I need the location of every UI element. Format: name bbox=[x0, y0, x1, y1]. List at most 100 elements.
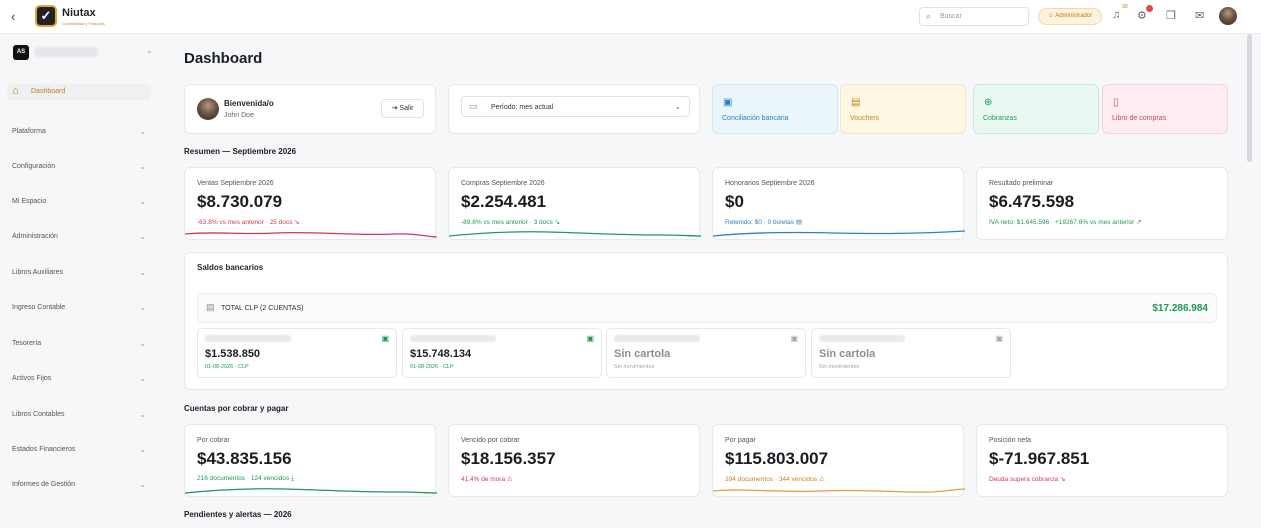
sidebar-item[interactable]: Administración ⌄ bbox=[12, 232, 148, 245]
period-label: Período: mes actual bbox=[491, 104, 554, 111]
bank-account-card[interactable]: ▣ Sin cartola Sin movimientos bbox=[606, 328, 806, 378]
kpi-card[interactable]: Resultado preliminar $6.475.598 IVA neto: … bbox=[976, 167, 1228, 240]
scrollbar[interactable] bbox=[1247, 34, 1252, 162]
sidebar-item-label: Estados Financieros bbox=[12, 446, 76, 453]
sparkline bbox=[449, 231, 701, 237]
chevron-down-icon: ⌄ bbox=[139, 268, 146, 277]
kpi-value: $18.156.357 bbox=[461, 449, 556, 468]
kpi-card[interactable]: Por cobrar $43.835.156 216 documentos · 12… bbox=[184, 424, 437, 497]
sidebar-item[interactable]: Estados Financieros ⌄ bbox=[12, 445, 148, 458]
kpi-label: Honorarios Septiembre 2026 bbox=[725, 180, 815, 187]
sidebar-item-label: Mi Espacio bbox=[12, 198, 47, 205]
sidebar-item-dashboard[interactable]: ⌂ Dashboard bbox=[7, 84, 151, 100]
account-subtext: 01-08-2026 · CLP bbox=[205, 364, 249, 370]
kpi-label: Vencido por cobrar bbox=[461, 437, 520, 444]
bell-icon[interactable]: ♫ bbox=[1112, 9, 1121, 21]
saldos-title: Saldos bancarios bbox=[197, 263, 264, 272]
kpi-card[interactable]: Posición neta $-71.967.851 Deuda supera co… bbox=[976, 424, 1228, 497]
sidebar-item[interactable]: Tesorería ⌄ bbox=[12, 339, 148, 352]
account-subtext: 01-08-2026 · CLP bbox=[410, 364, 454, 370]
account-amount: Sin cartola bbox=[614, 348, 671, 360]
quick-action-label: Vouchers bbox=[850, 115, 880, 122]
dollar-icon: ⊕ bbox=[984, 97, 993, 108]
book-icon: ▯ bbox=[1113, 97, 1119, 108]
sidebar-item-label: Libros Auxiliares bbox=[12, 269, 63, 276]
brand-logo[interactable]: ✓ bbox=[35, 5, 57, 27]
welcome-title: Bienvenida/o bbox=[224, 99, 274, 108]
search-placeholder: Buscar bbox=[940, 13, 962, 20]
user-avatar[interactable] bbox=[1219, 7, 1237, 25]
chevron-down-icon: ⌄ bbox=[139, 410, 146, 419]
gear-icon[interactable]: ⚙ bbox=[1137, 10, 1147, 22]
sparkline bbox=[713, 230, 965, 237]
kpi-value: $0 bbox=[725, 192, 744, 211]
page-title: Dashboard bbox=[184, 50, 263, 67]
account-amount: Sin cartola bbox=[819, 348, 876, 360]
bank-account-card[interactable]: ▣ Sin cartola Sin movimientos bbox=[811, 328, 1011, 378]
account-name-redacted bbox=[819, 335, 905, 342]
quick-action-button[interactable]: ▣ Conciliación bancaria bbox=[712, 84, 838, 134]
welcome-user: John Doe bbox=[224, 112, 254, 119]
role-badge[interactable]: ☺ Administrador bbox=[1038, 8, 1102, 25]
quick-action-button[interactable]: ▤ Vouchers bbox=[840, 84, 966, 134]
search-input[interactable]: ⌕ Buscar bbox=[919, 7, 1029, 26]
sidebar-item-label: Tesorería bbox=[12, 340, 42, 347]
kpi-label: Por cobrar bbox=[197, 437, 230, 444]
chevron-down-icon: ⌄ bbox=[139, 232, 146, 241]
bank-account-card[interactable]: ▣ $15.748.134 01-08-2026 · CLP bbox=[402, 328, 602, 378]
sidebar-item[interactable]: Ingreso Contable ⌄ bbox=[12, 303, 148, 316]
kpi-subtext: Deuda supera cobranza ↘ bbox=[989, 476, 1066, 483]
period-select[interactable]: ▭ Período: mes actual ⌄ bbox=[461, 96, 690, 117]
sidebar-item[interactable]: Libros Auxiliares ⌄ bbox=[12, 268, 148, 281]
copy-icon[interactable]: ❐ bbox=[1166, 10, 1176, 22]
sidebar-item-label: Configuración bbox=[12, 163, 56, 170]
account-subtext: Sin movimientos bbox=[614, 364, 655, 370]
kpi-subtext: 394 documentos · 344 vencidos ⚠ bbox=[725, 476, 825, 483]
bank-account-card[interactable]: ▣ $1.538.850 01-08-2026 · CLP bbox=[197, 328, 397, 378]
home-icon: ⌂ bbox=[12, 85, 19, 97]
kpi-card[interactable]: Por pagar $115.803.007 394 documentos · 34… bbox=[712, 424, 965, 497]
quick-action-button[interactable]: ⊕ Cobranzas bbox=[973, 84, 1099, 134]
logout-button[interactable]: ⇥ Salir bbox=[381, 99, 424, 118]
sidebar-item[interactable]: Informes de Gestión ⌄ bbox=[12, 480, 148, 493]
sidebar-item[interactable]: Configuración ⌄ bbox=[12, 162, 148, 175]
quick-action-button[interactable]: ▯ Libro de compras bbox=[1102, 84, 1228, 134]
kpi-value: $43.835.156 bbox=[197, 449, 292, 468]
kpi-value: $8.730.079 bbox=[197, 192, 283, 211]
role-label: Administrador bbox=[1055, 13, 1093, 19]
workspace-name-redacted bbox=[34, 47, 98, 57]
welcome-card: Bienvenida/o John Doe ⇥ Salir bbox=[184, 84, 436, 134]
kpi-card[interactable]: Compras Septiembre 2026 $2.254.481 -89.8% … bbox=[448, 167, 701, 240]
kpi-card[interactable]: Vencido por cobrar $18.156.357 41.4% de mo… bbox=[448, 424, 700, 497]
sidebar-item[interactable]: Activos Fijos ⌄ bbox=[12, 374, 148, 387]
sidebar-item[interactable]: Plataforma ⌄ bbox=[12, 127, 148, 140]
total-amount: $17.286.984 bbox=[1152, 303, 1208, 314]
sidebar-item-label: Informes de Gestión bbox=[12, 481, 76, 488]
kpi-card[interactable]: Honorarios Septiembre 2026 $0 Retenido: $0… bbox=[712, 167, 965, 240]
kpi-subtext: 216 documentos · 124 vencidos ⤓ bbox=[197, 475, 294, 482]
chevron-down-icon[interactable]: ⌄ bbox=[146, 46, 153, 55]
back-icon[interactable]: ‹ bbox=[11, 9, 16, 24]
chevron-down-icon: ⌄ bbox=[139, 480, 146, 489]
top-bar: ‹ ✓ Niutax Contabilidad y Finanzas ⌕ Bus… bbox=[0, 0, 1261, 34]
sidebar-item-label: Plataforma bbox=[12, 128, 46, 135]
chevron-down-icon: ⌄ bbox=[139, 162, 146, 171]
quick-action-label: Conciliación bancaria bbox=[722, 115, 789, 122]
sidebar-item-label: Libros Contables bbox=[12, 411, 65, 418]
saldos-card: Saldos bancarios ▤ TOTAL CLP (2 CUENTAS)… bbox=[184, 252, 1228, 390]
kpi-subtext: -63.8% vs mes anterior · 25 docs ↘ bbox=[197, 219, 300, 226]
logout-label: Salir bbox=[399, 105, 414, 112]
sidebar-item[interactable]: Mi Espacio ⌄ bbox=[12, 197, 148, 210]
kpi-label: Resultado preliminar bbox=[989, 180, 1054, 187]
chevron-down-icon: ⌄ bbox=[139, 303, 146, 312]
kpi-card[interactable]: Ventas Septiembre 2026 $8.730.079 -63.8% v… bbox=[184, 167, 437, 240]
resumen-title: Resumen — Septiembre 2026 bbox=[184, 147, 297, 156]
total-label: TOTAL CLP (2 CUENTAS) bbox=[221, 305, 304, 312]
kpi-subtext: IVA neto: $1.645.596 · +19267.6% vs mes … bbox=[989, 219, 1142, 226]
kpi-value: $-71.967.851 bbox=[989, 449, 1090, 468]
sidebar-item[interactable]: Libros Contables ⌄ bbox=[12, 410, 148, 423]
bank-icon: ▤ bbox=[206, 302, 215, 312]
mail-icon[interactable]: ✉ bbox=[1195, 10, 1205, 22]
chevron-down-icon: ⌄ bbox=[139, 445, 146, 454]
workspace-badge[interactable]: AS bbox=[13, 45, 29, 60]
